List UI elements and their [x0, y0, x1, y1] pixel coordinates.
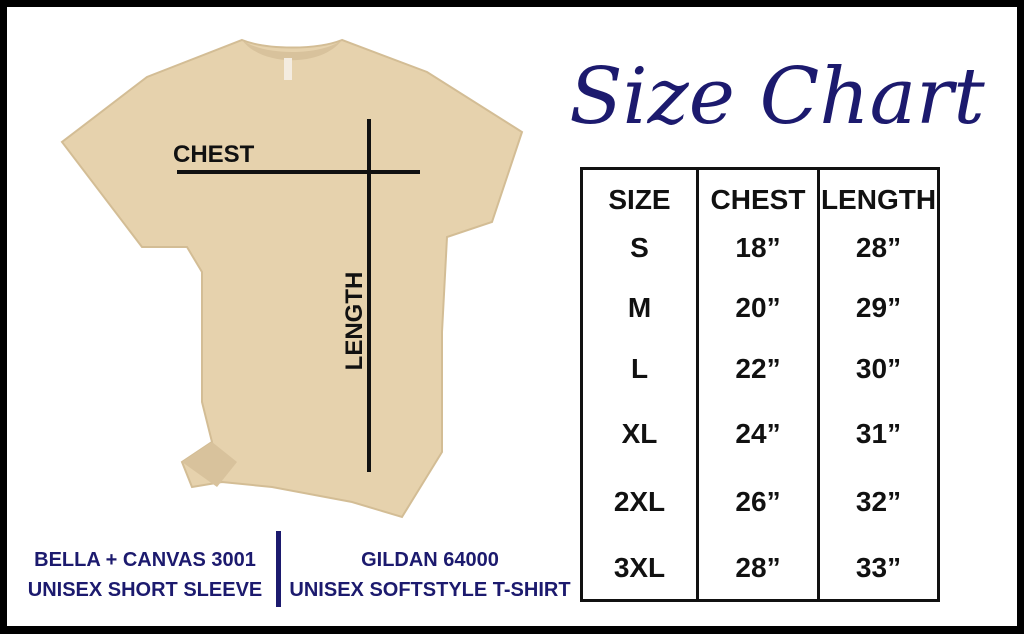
- cell-size: 2XL: [613, 486, 666, 517]
- cell-size: 3XL: [613, 552, 666, 583]
- cell-chest: 28”: [735, 552, 781, 583]
- brand-bella-canvas-model: BELLA + CANVAS 3001: [34, 549, 256, 571]
- tshirt-tag: [284, 58, 292, 80]
- cell-chest: 26”: [735, 486, 781, 517]
- cell-chest: 18”: [735, 232, 781, 263]
- column-length: LENGTH 28” 29” 30” 31” 32” 33”: [820, 170, 937, 599]
- column-chest: CHEST 18” 20” 22” 24” 26” 28”: [699, 170, 820, 599]
- header-length: LENGTH: [820, 184, 937, 215]
- brand-gildan-style: UNISEX SOFTSTYLE T-SHIRT: [289, 579, 571, 601]
- cell-length: 32”: [855, 486, 902, 517]
- brand-gildan-model: GILDAN 64000: [361, 549, 499, 571]
- cell-length: 28”: [855, 232, 902, 263]
- tshirt-image: [60, 38, 524, 519]
- size-chart-canvas: CHEST LENGTH Size Chart SIZE S M L XL 2XL 3XL C…: [7, 7, 1017, 626]
- cell-size: S: [630, 232, 649, 263]
- cell-length: 30”: [855, 353, 902, 384]
- cell-length: 31”: [855, 418, 902, 449]
- cell-size: M: [627, 292, 652, 323]
- cell-size: L: [630, 353, 649, 384]
- cell-length: 29”: [855, 292, 902, 323]
- header-chest: CHEST: [710, 184, 806, 215]
- cell-chest: 22”: [735, 353, 781, 384]
- tshirt-body: [60, 38, 524, 519]
- tshirt-collar: [242, 40, 342, 61]
- tshirt-knot: [182, 442, 237, 487]
- header-size: SIZE: [608, 184, 671, 215]
- brand-gildan: GILDAN 64000 UNISEX SOFTSTYLE T-SHIRT: [289, 545, 571, 605]
- brand-bella-canvas: BELLA + CANVAS 3001 UNISEX SHORT SLEEVE: [19, 545, 271, 605]
- brand-bella-canvas-style: UNISEX SHORT SLEEVE: [27, 579, 263, 601]
- length-label: LENGTH: [341, 271, 368, 371]
- column-size: SIZE S M L XL 2XL 3XL: [583, 170, 699, 599]
- cell-length: 33”: [855, 552, 902, 583]
- size-table: SIZE S M L XL 2XL 3XL CHEST 18” 20” 22” 24” 26” 28” LE…: [580, 167, 940, 602]
- cell-chest: 24”: [735, 418, 781, 449]
- cell-chest: 20”: [735, 292, 781, 323]
- page-title: Size Chart: [569, 52, 985, 142]
- brand-divider: [276, 531, 281, 607]
- cell-size: XL: [621, 418, 658, 449]
- chest-label: CHEST: [173, 141, 255, 168]
